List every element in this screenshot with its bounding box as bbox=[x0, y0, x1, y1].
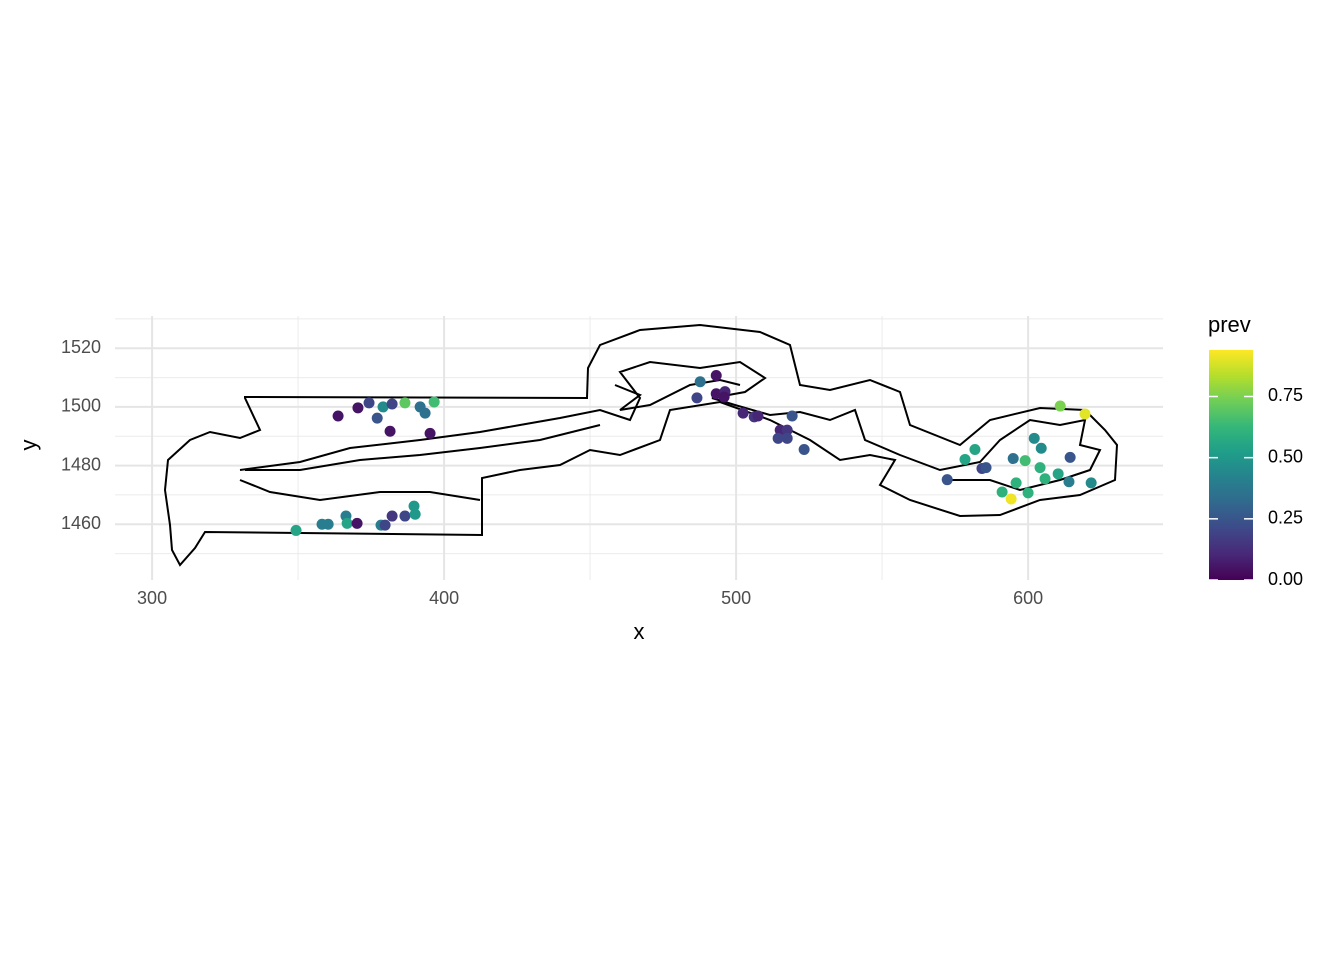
point bbox=[710, 370, 722, 382]
point bbox=[1035, 442, 1047, 454]
point bbox=[352, 402, 364, 414]
point bbox=[384, 425, 396, 437]
point bbox=[772, 432, 784, 444]
point bbox=[1007, 453, 1019, 465]
point bbox=[691, 392, 703, 404]
point bbox=[959, 453, 971, 465]
y-axis-title: y bbox=[16, 440, 41, 451]
point bbox=[781, 432, 793, 444]
point bbox=[1019, 455, 1031, 467]
point bbox=[718, 391, 730, 403]
point bbox=[322, 518, 334, 530]
point bbox=[371, 412, 383, 424]
colorbar-gradient bbox=[1209, 350, 1253, 580]
point bbox=[409, 508, 421, 520]
point bbox=[386, 510, 398, 522]
point bbox=[1005, 493, 1017, 505]
x-tick-label: 400 bbox=[429, 588, 459, 608]
point bbox=[798, 443, 810, 455]
x-tick-label: 300 bbox=[137, 588, 167, 608]
point bbox=[332, 410, 344, 422]
point bbox=[737, 407, 749, 419]
point bbox=[341, 517, 353, 529]
y-tick-label: 1460 bbox=[61, 513, 101, 533]
map-outline bbox=[163, 323, 1119, 567]
point bbox=[1010, 477, 1022, 489]
point bbox=[399, 397, 411, 409]
point bbox=[752, 410, 764, 422]
point bbox=[408, 500, 420, 512]
river-outline bbox=[239, 378, 741, 502]
point bbox=[377, 401, 389, 413]
axes: 300 400 500 600 1460 1480 1500 1520 bbox=[61, 337, 1043, 608]
colorbar-tick-label: 0.25 bbox=[1268, 508, 1303, 528]
point bbox=[1034, 462, 1046, 474]
point bbox=[399, 510, 411, 522]
point bbox=[980, 462, 992, 474]
colorbar-tick-label: 0.00 bbox=[1268, 569, 1303, 589]
y-tick-label: 1500 bbox=[61, 396, 101, 416]
point bbox=[386, 398, 398, 410]
point bbox=[1079, 408, 1091, 420]
y-tick-label: 1520 bbox=[61, 337, 101, 357]
point bbox=[1028, 432, 1040, 444]
colorbar: 0.00 0.25 0.50 0.75 bbox=[1209, 350, 1303, 589]
x-axis-title: x bbox=[634, 619, 645, 644]
colorbar-tick-label: 0.75 bbox=[1268, 385, 1303, 405]
x-tick-label: 500 bbox=[721, 588, 751, 608]
point bbox=[428, 396, 440, 408]
point bbox=[1039, 473, 1051, 485]
point bbox=[424, 427, 436, 439]
x-tick-label: 600 bbox=[1013, 588, 1043, 608]
point bbox=[781, 424, 793, 436]
point bbox=[1054, 400, 1066, 412]
points bbox=[290, 370, 1097, 536]
river-outline bbox=[239, 360, 1102, 492]
point bbox=[419, 407, 431, 419]
point bbox=[1052, 468, 1064, 480]
point bbox=[1085, 477, 1097, 489]
point bbox=[1022, 487, 1034, 499]
y-tick-label: 1480 bbox=[61, 454, 101, 474]
region-outline bbox=[163, 323, 1119, 567]
point bbox=[969, 443, 981, 455]
point bbox=[363, 397, 375, 409]
point bbox=[379, 519, 391, 531]
point bbox=[351, 517, 363, 529]
point bbox=[694, 376, 706, 388]
point bbox=[786, 410, 798, 422]
point bbox=[1064, 451, 1076, 463]
point bbox=[290, 524, 302, 536]
point bbox=[996, 486, 1008, 498]
point bbox=[1063, 476, 1075, 488]
colorbar-tick-label: 0.50 bbox=[1268, 446, 1303, 466]
legend-title: prev bbox=[1208, 312, 1251, 337]
point bbox=[941, 474, 953, 486]
